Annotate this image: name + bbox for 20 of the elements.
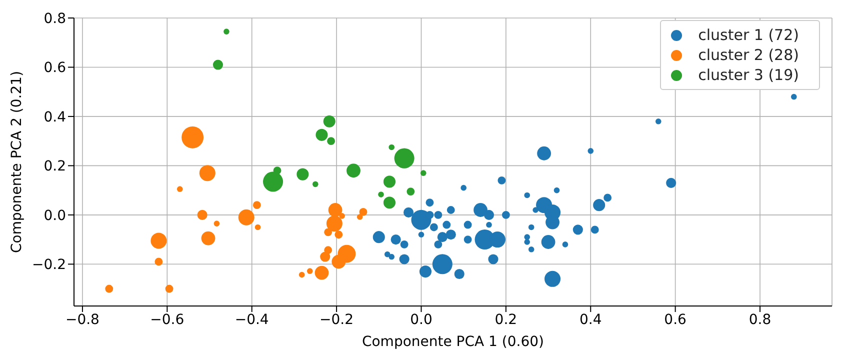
- x-tick-label: −0.8: [65, 312, 100, 328]
- x-tick-label: −0.4: [234, 312, 269, 328]
- y-tick-label: 0.4: [44, 109, 66, 126]
- x-tick-label: 0.0: [410, 312, 432, 328]
- x-axis-title: Componente PCA 1 (0.60): [362, 334, 544, 350]
- x-tick-label: −0.6: [150, 312, 184, 328]
- x-tick-label: 0.6: [664, 312, 687, 328]
- y-tick-label: 0.0: [44, 208, 66, 224]
- x-tick-label: 0.4: [579, 312, 602, 328]
- y-tick-label: 0.6: [44, 60, 66, 76]
- legend-label: cluster 2 (28): [698, 46, 799, 64]
- x-tick-label: 0.2: [494, 312, 518, 328]
- y-tick-label: 0.8: [44, 10, 66, 27]
- y-axis-title: Componente PCA 2 (0.21): [8, 70, 25, 254]
- y-tick-label: −0.2: [32, 257, 66, 274]
- y-tick-label: 0.2: [44, 158, 66, 175]
- x-tick-label: −0.2: [320, 312, 354, 328]
- x-tick-label: 0.8: [748, 312, 772, 328]
- legend-label: cluster 3 (19): [698, 66, 799, 84]
- legend-label: cluster 1 (72): [698, 26, 799, 44]
